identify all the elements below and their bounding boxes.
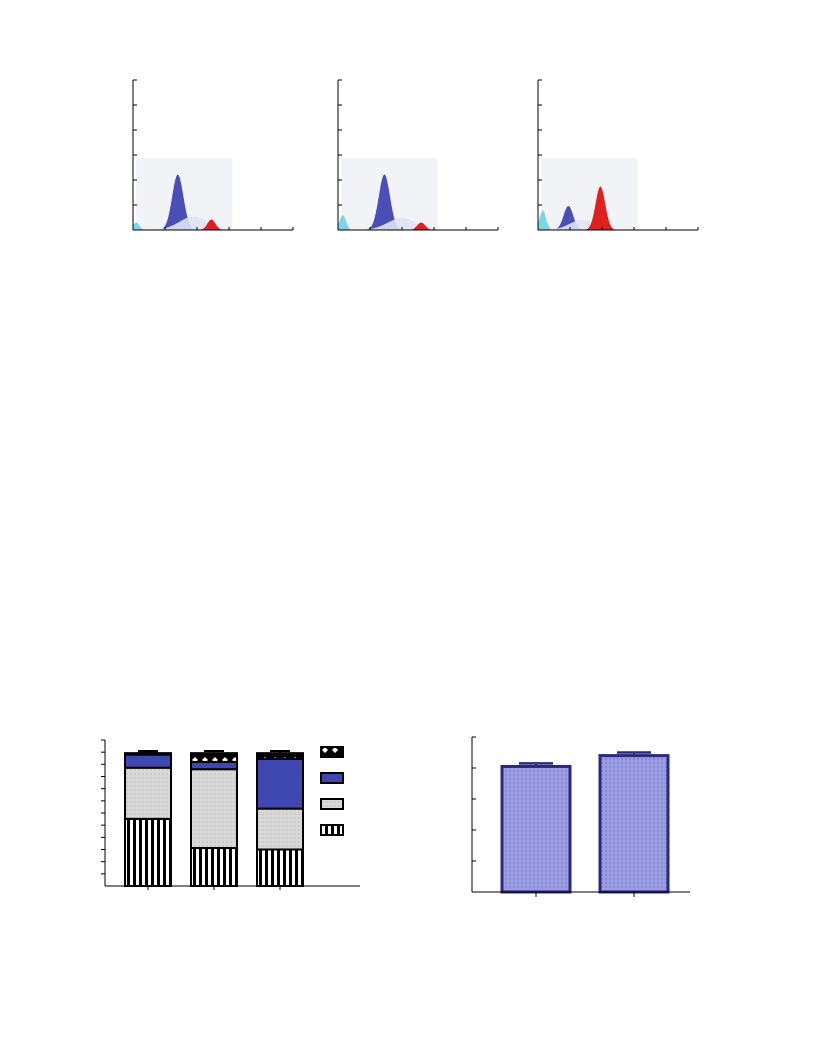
- histogram-1-svg: [132, 79, 294, 231]
- stack-segment-dotted_grey: [256, 807, 304, 851]
- bar: [598, 754, 670, 894]
- histogram-2-svg: [337, 79, 499, 231]
- histogram-3-svg: [537, 79, 699, 231]
- peak-S: [338, 218, 498, 230]
- stack-segment-dotted_grey: [124, 766, 172, 820]
- legend-swatch-dotted_grey: [320, 798, 344, 810]
- peak-S: [538, 219, 698, 230]
- stack-segment-blue: [256, 757, 304, 810]
- histogram-3-plot: [537, 79, 699, 231]
- histogram-1-plot: [132, 79, 294, 231]
- bar: [500, 764, 572, 894]
- histogram-panel-3: [505, 70, 715, 245]
- stack-segment-blue: [190, 760, 238, 771]
- legend-swatch-diamond: [320, 746, 344, 758]
- histogram-panel-2: [305, 70, 515, 245]
- stacked-bar-plot: [101, 739, 360, 890]
- peak-G2: [338, 222, 498, 230]
- stack-segment-striped: [190, 847, 238, 887]
- stacked-bar-panel: [70, 725, 390, 915]
- peak-G1: [538, 206, 698, 230]
- stack-segment-striped: [124, 817, 172, 887]
- legend-swatch-blue: [320, 772, 344, 784]
- stack-segment-striped: [256, 848, 304, 887]
- histogram-2-plot: [337, 79, 499, 231]
- peak-G1: [338, 174, 498, 230]
- peak-G1: [133, 174, 293, 230]
- stack-segment-diamond: [124, 752, 172, 756]
- bar-panel: [440, 725, 720, 915]
- histogram-panel-1: [100, 70, 310, 245]
- legend-swatch-striped: [320, 824, 344, 836]
- stack-segment-blue: [124, 753, 172, 769]
- stack-segment-dotted_grey: [190, 768, 238, 850]
- bar-plot: [471, 736, 690, 897]
- bar-svg: [471, 736, 690, 897]
- stacked-bar-svg: [101, 739, 360, 890]
- stack-segment-diamond: [256, 752, 304, 760]
- stack-segment-diamond: [190, 752, 238, 763]
- histogram-background-shade: [541, 158, 638, 230]
- peak-G2: [133, 219, 293, 230]
- peak-S: [133, 216, 293, 230]
